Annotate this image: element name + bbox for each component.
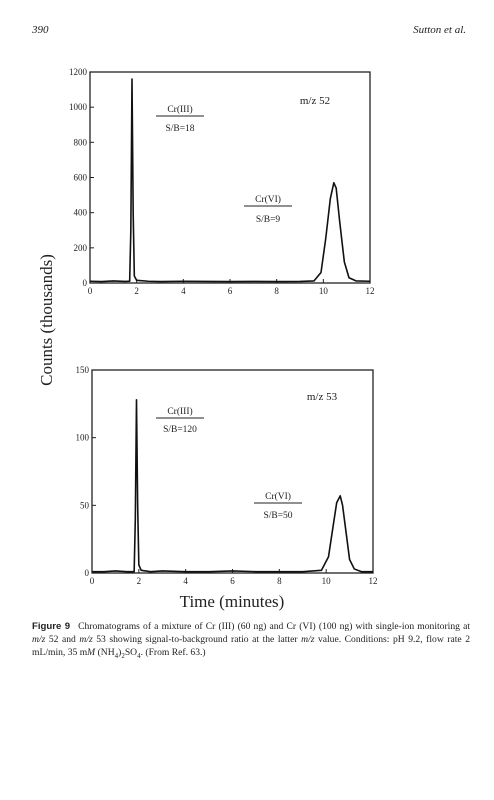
y-tick-label: 600	[74, 173, 88, 183]
caption-text: m/z	[301, 634, 315, 645]
caption-text: 2	[121, 651, 125, 660]
x-tick-label: 2	[134, 286, 139, 296]
annotation: m/z 53	[307, 391, 338, 403]
x-axis-label: Time (minutes)	[180, 592, 285, 611]
x-tick-label: 12	[366, 286, 375, 296]
x-tick-label: 4	[181, 286, 186, 296]
y-tick-label: 50	[80, 500, 90, 510]
y-tick-label: 100	[76, 433, 90, 443]
x-tick-label: 10	[319, 286, 329, 296]
caption-text: Chromatograms of a mixture of Cr (III) (…	[78, 621, 470, 632]
caption-text: 4	[114, 651, 119, 660]
caption-text: value. Conditions: pH 9.2, flow rate 2 m…	[32, 634, 470, 658]
caption-label: Figure 9	[32, 621, 71, 632]
trace	[89, 78, 371, 283]
trace	[92, 398, 373, 573]
caption-text: SO	[124, 647, 138, 658]
x-tick-label: 10	[322, 576, 332, 586]
caption-text: 4	[137, 651, 141, 660]
x-tick-label: 6	[230, 576, 235, 586]
caption-text: M	[87, 647, 96, 658]
y-tick-label: 150	[76, 365, 90, 375]
x-tick-label: 8	[274, 286, 279, 296]
caption-text: . (From Ref. 63.)	[140, 647, 206, 658]
caption-text: m/z	[79, 634, 93, 645]
figure: Counts (thousands) Time (minutes) 0 2 4 6 8 1…	[37, 67, 378, 611]
x-tick-label: 12	[369, 576, 378, 586]
x-tick-label: 0	[90, 576, 95, 586]
caption-text: 52 and	[45, 634, 80, 645]
annotation: S/B=50	[263, 511, 292, 521]
y-tick-label: 0	[85, 568, 90, 578]
y-tick-label: 1000	[69, 102, 88, 112]
caption-text: (NH	[95, 647, 115, 658]
annotation: S/B=9	[256, 215, 281, 225]
page-number: 390	[32, 24, 49, 36]
annotation: Cr(III)	[167, 406, 192, 417]
x-tick-label: 4	[183, 576, 188, 586]
running-head: Sutton et al.	[413, 24, 466, 36]
annotation: Cr(III)	[167, 104, 192, 115]
x-tick-label: 2	[137, 576, 142, 586]
y-tick-label: 400	[74, 208, 88, 218]
annotation: S/B=120	[163, 425, 197, 435]
caption-text: m/z	[32, 634, 46, 645]
annotation: Cr(VI)	[255, 194, 281, 205]
annotation: m/z 52	[300, 95, 330, 107]
caption: Figure 9 Chromatograms of a mixture of Cr…	[32, 620, 470, 663]
x-tick-label: 8	[277, 576, 282, 586]
y-tick-label: 200	[74, 243, 88, 253]
annotation: Cr(VI)	[265, 491, 291, 502]
caption-text: 53 showing signal-to-background ratio at…	[92, 634, 302, 645]
y-tick-label: 1200	[69, 67, 88, 77]
x-tick-label: 6	[228, 286, 233, 296]
annotation: S/B=18	[165, 124, 194, 134]
y-axis-label: Counts (thousands)	[37, 254, 56, 386]
x-tick-label: 0	[88, 286, 93, 296]
caption-text: )	[118, 647, 122, 658]
y-tick-label: 800	[74, 137, 88, 147]
y-tick-label: 0	[83, 278, 88, 288]
